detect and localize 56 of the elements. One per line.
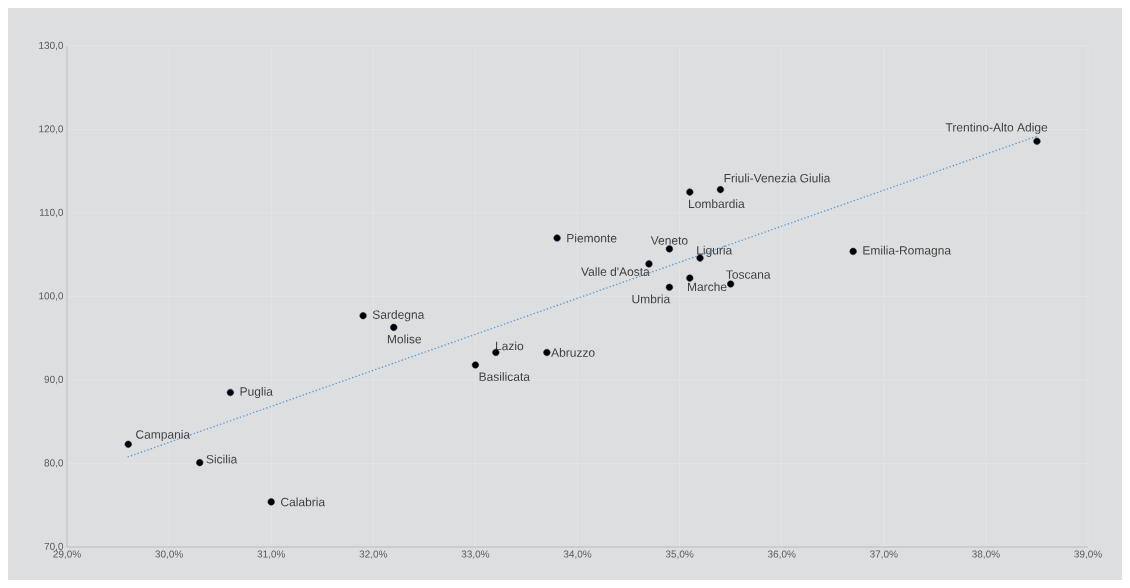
point [1033,137,1041,145]
annotation: Sicilia [206,454,238,464]
point [645,260,653,268]
point [124,440,132,448]
point [267,498,275,506]
x-tick-label: 37,0% [870,550,898,559]
annotation: Emilia-Romagna [863,245,952,257]
point [359,312,367,320]
annotation: Calabria [281,497,326,507]
point [390,323,398,331]
annotation: Molise [387,334,422,344]
point [543,348,551,356]
annotation: Veneto [650,236,688,245]
annotation: Trentino-Alto Adige [945,122,1048,134]
y-tick-label: 100,0 [39,292,64,301]
annotation: Piemonte [567,233,617,243]
point [727,280,735,288]
x-tick-label: 36,0% [767,550,796,559]
annotation: Campania [136,429,191,442]
annotation: Basilicata [479,372,530,381]
annotation: Abruzzo [551,348,595,357]
y-tick-label: 110,0 [39,208,64,218]
y-tick-label: 130,0 [39,41,64,51]
y-tick-label: 90,0 [44,375,64,385]
x-tick-label: 32,0% [359,550,388,559]
annotation: Valle d'Aosta [581,267,650,276]
annotation: Liguria [697,245,733,257]
y-tick-label: 80,0 [44,459,64,468]
y-tick-label: 120,0 [39,125,64,134]
point [686,188,694,196]
annotation: Toscana [726,270,771,279]
x-tick-label: 29,0% [53,550,81,559]
x-tick-label: 31,0% [257,550,286,559]
x-tick-label: 38,0% [972,550,1000,559]
y-tick-label: 70,0 [44,542,64,552]
annotation: Puglia [240,386,273,399]
x-tick-label: 39,0% [1074,550,1102,559]
annotation: Sardegna [372,310,425,322]
x-tick-label: 35,0% [665,550,694,559]
annotation: Lombardia [689,199,745,209]
x-tick-label: 33,0% [461,550,490,559]
annotation: Marche [688,282,727,292]
annotation: Umbria [632,294,671,304]
point [665,283,673,291]
point [686,274,694,282]
annotation: Friuli-Venezia Giulia [724,173,831,183]
point [665,245,673,253]
point [196,459,204,467]
annotation: Lazio [496,341,524,351]
point [849,247,857,255]
point [716,186,724,194]
x-tick-label: 34,0% [563,550,592,559]
point [226,388,234,397]
x-tick-label: 30,0% [155,550,183,559]
point [553,234,561,242]
point [471,361,479,369]
